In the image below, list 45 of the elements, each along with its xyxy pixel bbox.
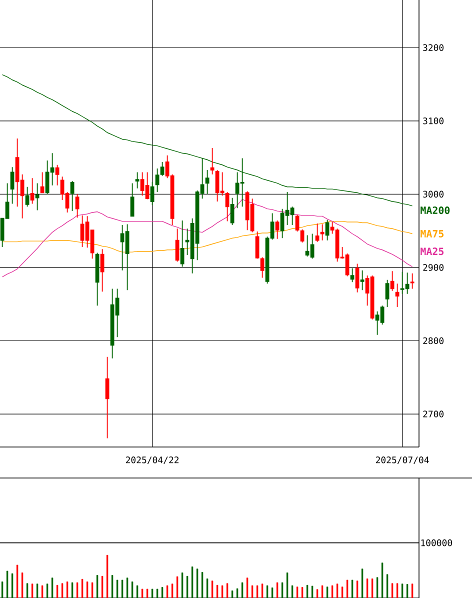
candlestick [150, 181, 154, 206]
y-tick-label: 2700 [423, 410, 444, 418]
candlestick [25, 186, 30, 208]
candlestick [10, 166, 14, 204]
candlestick [210, 148, 214, 175]
candlestick [350, 268, 354, 283]
candlestick [315, 223, 320, 242]
candlestick [225, 192, 230, 222]
candlestick [295, 214, 300, 232]
candlestick [360, 270, 364, 291]
candlestick [135, 172, 140, 189]
candlestick [70, 180, 74, 212]
candlestick [130, 182, 134, 217]
candlestick [385, 279, 390, 308]
y-tick-label: 3000 [423, 190, 444, 198]
x-tick-label: 2025/04/22 [126, 456, 179, 464]
candlestick [390, 270, 394, 292]
candlestick [180, 220, 184, 268]
series-label: MA75 [420, 230, 444, 238]
candlestick [35, 182, 40, 211]
y-tick-label: 3100 [423, 118, 444, 124]
candlestick [355, 263, 360, 293]
candlestick [320, 224, 324, 241]
candlestick [30, 178, 34, 204]
y-tick-label: 3200 [423, 44, 444, 52]
candlestick [55, 164, 60, 186]
candlestick [40, 172, 44, 194]
candlestick [75, 194, 80, 218]
candlestick [205, 170, 210, 195]
series-label: MA25 [420, 248, 444, 256]
candlestick [410, 272, 414, 290]
y-tick-label: 2900 [423, 264, 444, 271]
candlestick [275, 220, 280, 240]
candlestick [300, 228, 304, 243]
candlestick [175, 228, 180, 262]
candlestick [95, 252, 100, 306]
candlestick [395, 283, 400, 308]
candlestick [230, 197, 234, 226]
candlestick [100, 248, 104, 292]
y-tick-label: 2800 [423, 337, 444, 344]
x-tick-label: 2025/07/04 [376, 456, 429, 464]
candlestick [325, 219, 330, 241]
text: 100000 [421, 539, 452, 546]
candlestick [105, 356, 110, 439]
series-label: MA200 [420, 206, 450, 214]
